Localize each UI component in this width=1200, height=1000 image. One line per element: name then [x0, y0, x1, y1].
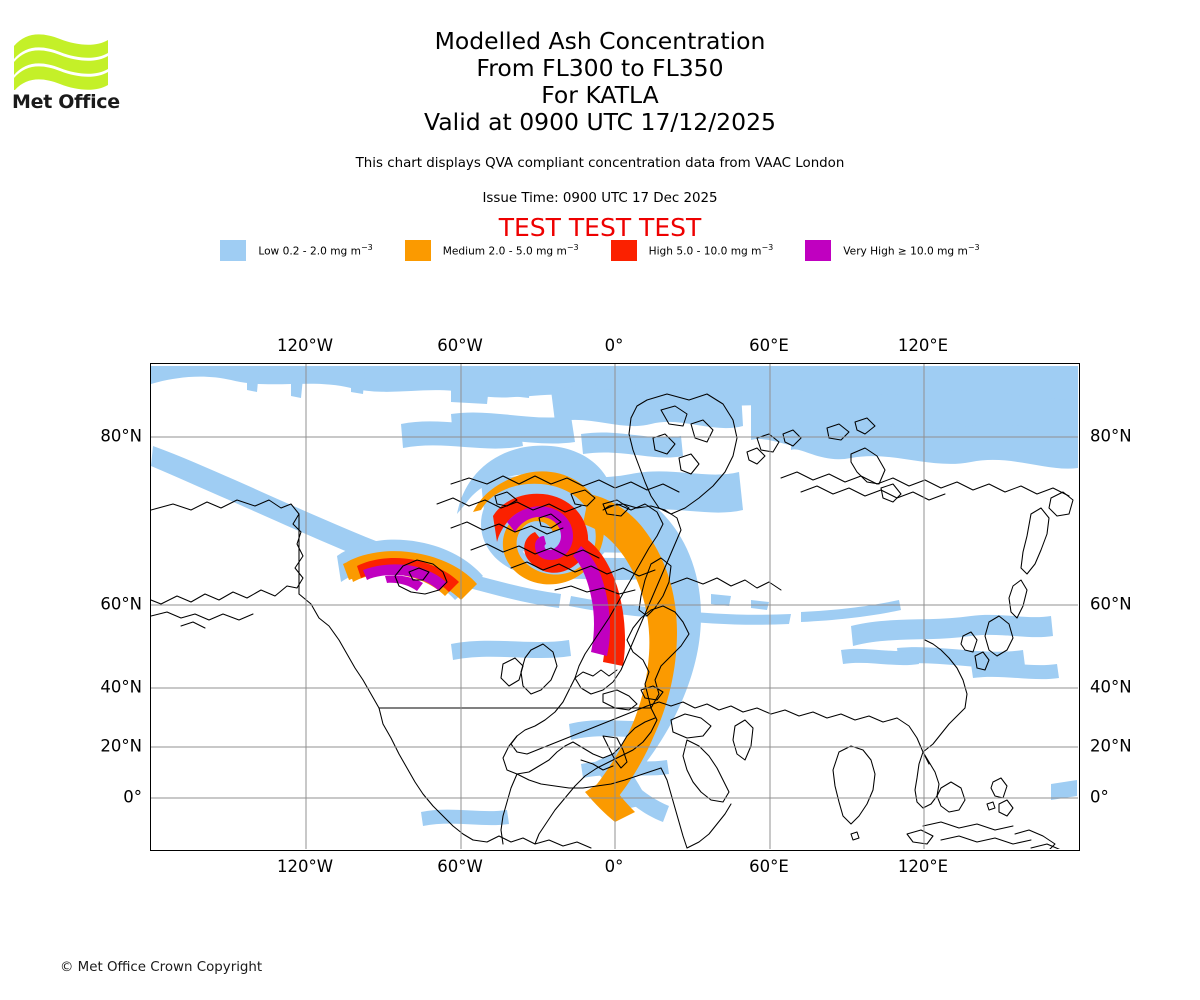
x-axis-top-label-120e: 120°E	[897, 336, 949, 355]
coastlines-layer	[151, 393, 1074, 849]
legend-label-low: Low 0.2 - 2.0 mg m−3	[258, 243, 373, 258]
issue-time-text: Issue Time: 0900 UTC 17 Dec 2025	[482, 191, 718, 206]
x-axis-top-label-60e: 60°E	[749, 336, 789, 355]
map-graticule	[151, 364, 1078, 849]
title-line-1: Modelled Ash Concentration	[434, 27, 766, 55]
x-axis-bottom-label-60w: 60°W	[437, 857, 483, 876]
y-axis-right-label-40n: 40°N	[1090, 677, 1132, 697]
x-axis-top-label-120w: 120°W	[276, 336, 334, 355]
legend-item-very-high: Very High ≥ 10.0 mg m−3	[805, 240, 980, 261]
legend-item-high: High 5.0 - 10.0 mg m−3	[610, 240, 774, 261]
copyright-notice: © Met Office Crown Copyright	[60, 960, 263, 975]
y-axis-right-label-0: 0°	[1090, 787, 1109, 807]
ash-concentration-map	[150, 363, 1080, 851]
x-axis-bottom-label-60e: 60°E	[749, 857, 789, 876]
y-axis-left-label-0: 0°	[123, 787, 142, 807]
title-line-3: For KATLA	[541, 81, 659, 109]
title-line-2: From FL300 to FL350	[476, 54, 724, 82]
concentration-legend: Low 0.2 - 2.0 mg m−3 Medium 2.0 - 5.0 mg…	[0, 240, 1200, 261]
x-axis-top-label-60w: 60°W	[437, 336, 483, 355]
legend-swatch-low	[220, 240, 247, 261]
map-canvas	[151, 364, 1078, 849]
legend-label-high: High 5.0 - 10.0 mg m−3	[648, 243, 774, 258]
x-axis-top-label-0: 0°	[604, 336, 624, 355]
chart-subtitle: This chart displays QVA compliant concen…	[355, 156, 845, 171]
met-office-logo-text: Met Office	[12, 91, 120, 113]
chart-title-block: Modelled Ash Concentration From FL300 to…	[0, 28, 1200, 136]
title-line-4: Valid at 0900 UTC 17/12/2025	[424, 108, 776, 136]
legend-label-medium: Medium 2.0 - 5.0 mg m−3	[442, 243, 579, 258]
legend-swatch-very-high	[805, 240, 832, 261]
y-axis-left-label-80n: 80°N	[100, 426, 142, 446]
met-office-logo: Met Office	[12, 28, 122, 114]
y-axis-left-label-40n: 40°N	[100, 677, 142, 697]
legend-swatch-medium	[404, 240, 431, 261]
y-axis-right-label-80n: 80°N	[1090, 426, 1132, 446]
y-axis-left-label-20n: 20°N	[100, 736, 142, 756]
test-banner: TEST TEST TEST	[498, 213, 702, 242]
legend-label-very-high: Very High ≥ 10.0 mg m−3	[843, 243, 980, 258]
y-axis-left-label-60n: 60°N	[100, 594, 142, 614]
y-axis-right-label-20n: 20°N	[1090, 736, 1132, 756]
y-axis-right-label-60n: 60°N	[1090, 594, 1132, 614]
legend-item-low: Low 0.2 - 2.0 mg m−3	[220, 240, 373, 261]
legend-item-medium: Medium 2.0 - 5.0 mg m−3	[404, 240, 579, 261]
met-office-wave-mark	[14, 34, 108, 90]
x-axis-bottom-label-0: 0°	[604, 857, 624, 876]
x-axis-bottom-label-120e: 120°E	[897, 857, 949, 876]
x-axis-bottom-label-120w: 120°W	[276, 857, 334, 876]
legend-swatch-high	[610, 240, 637, 261]
